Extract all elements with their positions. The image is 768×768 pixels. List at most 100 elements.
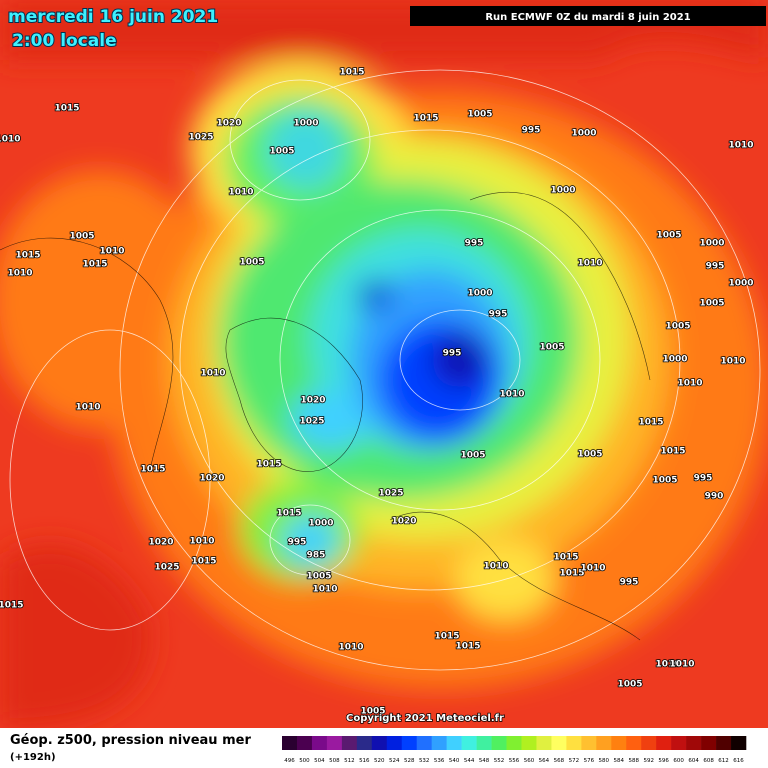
scale-label: 576 (584, 758, 595, 764)
isobar-label: 1005 (239, 258, 264, 268)
isobar-label: 1015 (0, 601, 24, 611)
isobar-label: 1010 (228, 188, 253, 198)
isobar-label: 1015 (54, 104, 79, 114)
isobar-label: 1010 (677, 379, 702, 389)
scale-cell (581, 736, 597, 750)
isobar-label: 1005 (665, 322, 690, 332)
scale-cell (596, 736, 612, 750)
scale-label: 552 (494, 758, 505, 764)
scale-label: 540 (449, 758, 460, 764)
isobar-label: 1015 (276, 509, 301, 519)
scale-cell (551, 736, 567, 750)
scale-label: 560 (524, 758, 535, 764)
scale-cell (476, 736, 492, 750)
isobar-label: 995 (443, 349, 462, 359)
isobar-label: 1015 (15, 251, 40, 261)
scale-label: 508 (329, 758, 340, 764)
scale-label: 612 (718, 758, 729, 764)
isobar-label: 1025 (378, 489, 403, 499)
scale-cell (296, 736, 313, 750)
scale-cell (641, 736, 657, 750)
scale-cell (431, 736, 447, 750)
scale-label: 512 (344, 758, 355, 764)
isobar-label: 1020 (216, 119, 241, 129)
isobar-label: 995 (694, 474, 713, 484)
scale-cell (686, 736, 702, 750)
isobar-label: 1015 (256, 460, 281, 470)
isobar-label: 1000 (467, 289, 492, 299)
run-box (410, 6, 766, 26)
isobar-label: 1020 (199, 474, 224, 484)
isobar-label: 1010 (483, 562, 508, 572)
isobar-label: 1010 (75, 403, 100, 413)
isobar-label: 1005 (577, 450, 602, 460)
isobar-label: 995 (489, 310, 508, 320)
scale-label: 580 (599, 758, 610, 764)
scale-label: 496 (284, 758, 295, 764)
scale-label: 568 (554, 758, 565, 764)
isobar-label: 1005 (69, 232, 94, 242)
isobar-label: 1000 (550, 186, 575, 196)
isobar-label: 1005 (617, 680, 642, 690)
coastlines (0, 191, 651, 641)
scale-cell (341, 736, 358, 750)
scale-label: 604 (688, 758, 699, 764)
scale-label: 588 (628, 758, 639, 764)
time-title: 2:00 locale (12, 31, 117, 51)
scale-cell (671, 736, 687, 750)
isobar-label: 1000 (308, 519, 333, 529)
scale-cell (461, 736, 477, 750)
isobar-label: 1015 (434, 632, 459, 642)
scale-cell (731, 736, 747, 750)
isobar-label: 1010 (655, 660, 680, 670)
isobar-label: 1025 (154, 563, 179, 573)
isobar-label: 1005 (656, 231, 681, 241)
scale-cell (506, 736, 522, 750)
isobar-label: 1015 (455, 642, 480, 652)
isobar-label: 1010 (99, 247, 124, 257)
scale-label: 572 (569, 758, 580, 764)
isobar-label: 995 (706, 262, 725, 272)
scale-label: 608 (703, 758, 714, 764)
isobar-label: 1010 (338, 643, 363, 653)
scale-cell (326, 736, 343, 750)
isobar-label: 1005 (699, 299, 724, 309)
isobar-label: 1005 (467, 110, 492, 120)
scale-cell (386, 736, 403, 750)
isobar-label: 1000 (662, 355, 687, 365)
scale-label: 532 (419, 758, 430, 764)
isobar-label: 1000 (699, 239, 724, 249)
scale-cell (566, 736, 582, 750)
scale-label: 548 (479, 758, 490, 764)
isobar-label: 1000 (293, 119, 318, 129)
isobar-label: 1005 (539, 343, 564, 353)
run-label: Run ECMWF 0Z du mardi 8 juin 2021 (485, 12, 690, 23)
isobar-lines (9, 69, 761, 671)
isobar-label: 1010 (669, 660, 694, 670)
isobar-label: 1010 (189, 537, 214, 547)
scale-cell (416, 736, 432, 750)
isobar-label: 1025 (299, 417, 324, 427)
isobar-label: 1015 (660, 447, 685, 457)
isobar-label: 1010 (577, 259, 602, 269)
isobar-label: 1015 (140, 465, 165, 475)
isobar-label: 1020 (300, 396, 325, 406)
scale-label: 500 (299, 758, 310, 764)
footer-lead: (+192h) (10, 752, 56, 763)
isobar-label: 1005 (460, 451, 485, 461)
scale-label: 516 (359, 758, 370, 764)
scale-label: 520 (374, 758, 385, 764)
isobar-label: 1020 (391, 517, 416, 527)
isobar-label: 1010 (0, 135, 21, 145)
scale-label: 584 (614, 758, 625, 764)
isobar-label: 1015 (413, 114, 438, 124)
isobar-label: 1005 (269, 147, 294, 157)
scale-label: 504 (314, 758, 325, 764)
isobar-label: 1000 (571, 129, 596, 139)
scale-cell (356, 736, 373, 750)
scale-cell (521, 736, 537, 750)
isobar-label: 990 (705, 492, 724, 502)
isobar-label: 1015 (553, 553, 578, 563)
scale-label: 564 (539, 758, 550, 764)
